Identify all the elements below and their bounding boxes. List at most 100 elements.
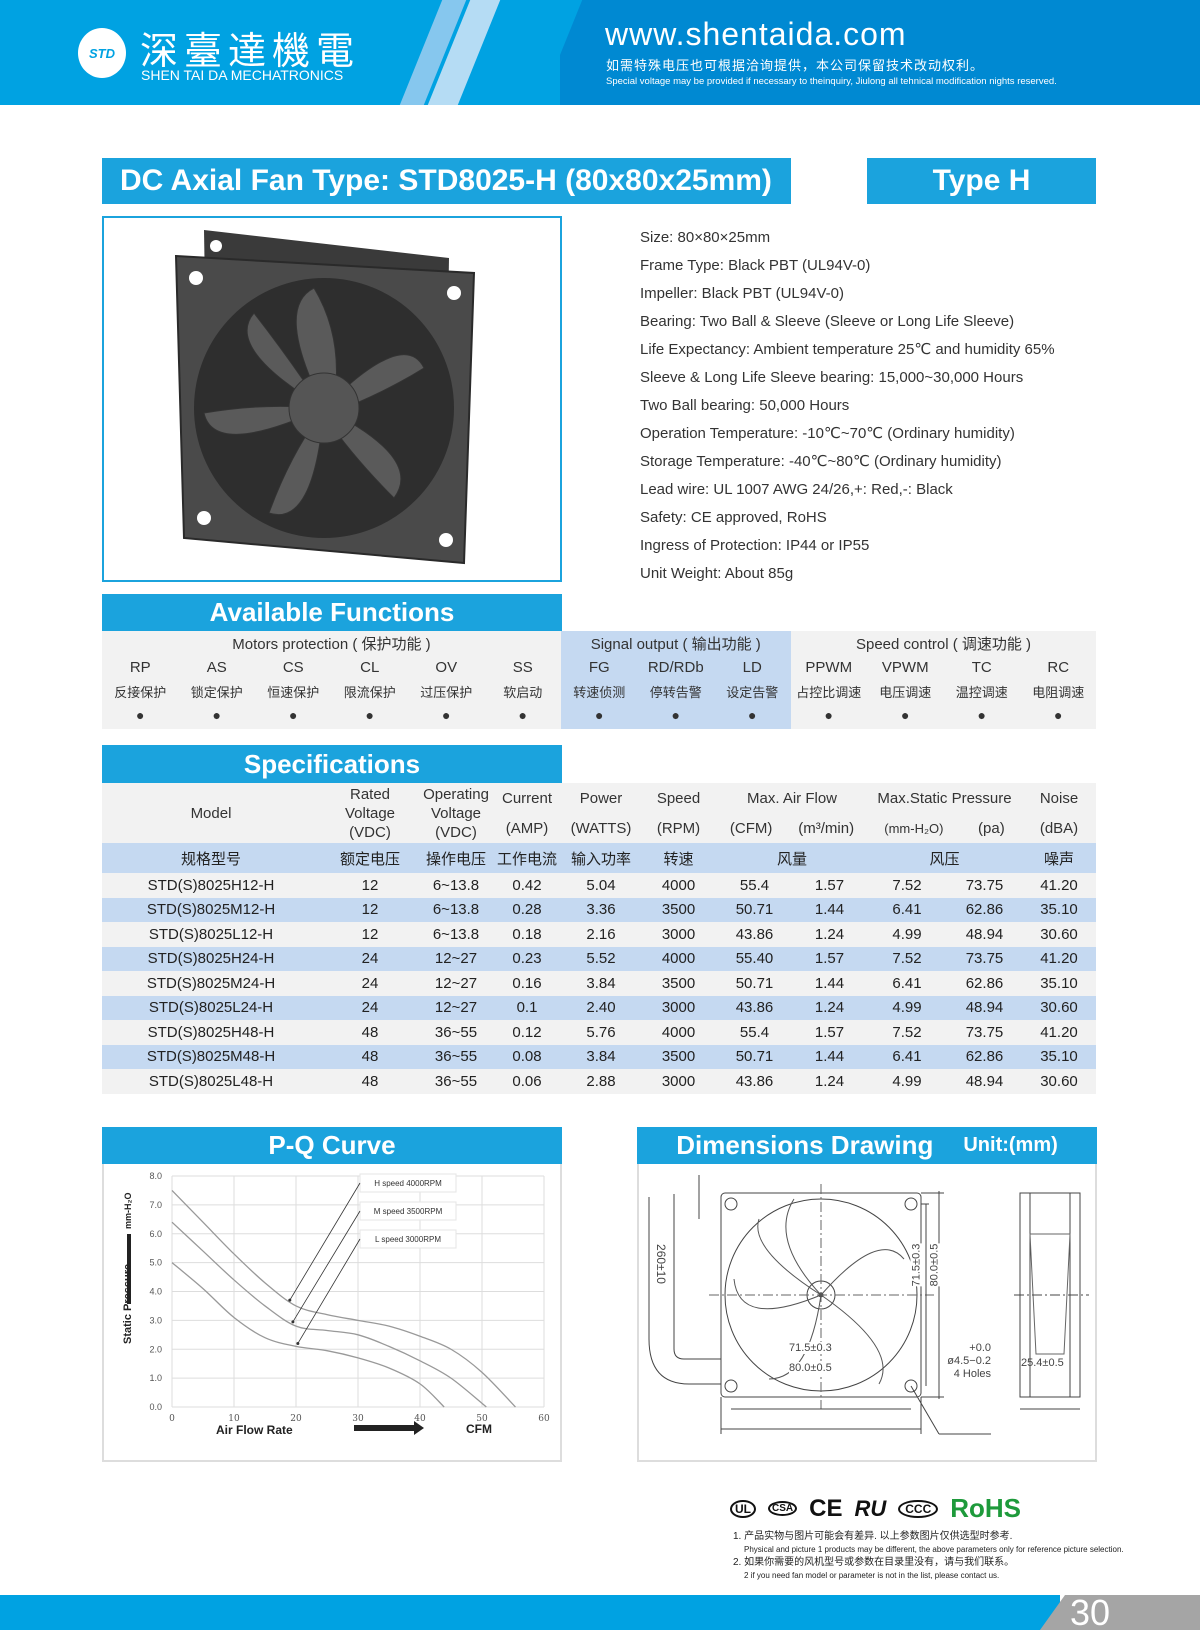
- page-number: 30: [1070, 1592, 1111, 1633]
- feature-item: Size: 80×80×25mm: [640, 229, 771, 246]
- functions-heading: Available Functions: [102, 594, 562, 631]
- function-name-cn: 电阻调速: [1032, 685, 1085, 700]
- function-name-cn: 锁定保护: [190, 685, 243, 700]
- y-tick-label: 5.0: [149, 1258, 162, 1268]
- value-cell: 50.71: [717, 897, 792, 922]
- x-axis-unit: CFM: [466, 1422, 492, 1436]
- x-tick-label: 0: [169, 1414, 175, 1424]
- value-cell: 0.08: [492, 1044, 562, 1069]
- function-item: SS 软启动 ●: [485, 659, 562, 723]
- value-cell: 4.99: [867, 1069, 947, 1094]
- value-cell: 73.75: [947, 873, 1022, 898]
- x-tick-label: 20: [290, 1414, 302, 1424]
- legend-pointer: [297, 1238, 361, 1344]
- table-row: STD(S)8025M12-H 12 6~13.8 0.28 3.36 3500 50.71…: [102, 897, 1096, 922]
- value-cell: 1.24: [792, 922, 867, 947]
- col-cn: 风压: [867, 843, 1022, 873]
- value-cell: 3000: [640, 922, 717, 947]
- col-cn: 噪声: [1022, 843, 1096, 873]
- feature-item: Frame Type: Black PBT (UL94V-0): [640, 257, 871, 274]
- value-cell: 1.57: [792, 873, 867, 898]
- series-line: [171, 1221, 487, 1408]
- dimensions-drawing: [648, 1175, 1089, 1435]
- value-cell: 4000: [640, 946, 717, 971]
- value-cell: 1.57: [792, 946, 867, 971]
- function-code: CL: [360, 659, 380, 676]
- function-code: TC: [971, 659, 992, 676]
- feature-list: Size: 80×80×25mm Frame Type: Black PBT (…: [640, 224, 1055, 588]
- legend-pointer-head: [291, 1320, 295, 1324]
- value-cell: 24: [320, 995, 420, 1020]
- website-url[interactable]: www.shentaida.com: [605, 16, 907, 52]
- y-axis-unit: mm-H₂O: [123, 1192, 133, 1229]
- col-pressure: Max.Static Pressure (mm-H₂O) (pa): [867, 783, 1022, 843]
- supported-mark: ●: [518, 707, 527, 723]
- function-code: RC: [1047, 659, 1070, 676]
- value-cell: 30.60: [1022, 1069, 1096, 1094]
- table-row: STD(S)8025L48-H 48 36~55 0.06 2.88 3000 43.86 1…: [102, 1069, 1096, 1094]
- value-cell: 3000: [640, 1069, 717, 1094]
- company-logo: STD: [78, 28, 126, 78]
- ul-logo: UL: [730, 1499, 756, 1518]
- note-en: Physical and picture 1 products may be d…: [744, 1545, 1124, 1554]
- value-cell: 43.86: [717, 1069, 792, 1094]
- value-cell: 73.75: [947, 1020, 1022, 1045]
- specifications-heading: Specifications: [102, 745, 562, 783]
- value-cell: 7.52: [867, 873, 947, 898]
- value-cell: 3.36: [562, 897, 640, 922]
- feature-item: Sleeve & Long Life Sleeve bearing: 15,00…: [640, 369, 1024, 386]
- value-cell: 55.4: [717, 873, 792, 898]
- function-name-cn: 过压保护: [420, 685, 473, 700]
- value-cell: 36~55: [420, 1044, 492, 1069]
- value-cell: 48.94: [947, 922, 1022, 947]
- csa-logo: CSA: [768, 1501, 798, 1516]
- model-cell: STD(S)8025L48-H: [102, 1069, 320, 1094]
- value-cell: 50.71: [717, 971, 792, 996]
- model-cell: STD(S)8025M48-H: [102, 1044, 320, 1069]
- value-cell: 62.86: [947, 897, 1022, 922]
- model-cell: STD(S)8025M12-H: [102, 897, 320, 922]
- feature-item: Unit Weight: About 85g: [640, 565, 794, 582]
- y-tick-label: 1.0: [149, 1373, 162, 1383]
- value-cell: 2.88: [562, 1069, 640, 1094]
- function-code: RP: [129, 659, 151, 676]
- feature-item: Storage Temperature: -40℃~80℃ (Ordinary …: [640, 453, 1002, 470]
- value-cell: 6~13.8: [420, 897, 492, 922]
- function-code: RD/RDb: [647, 659, 704, 676]
- unit-mmh2o: (mm-H₂O): [884, 820, 944, 836]
- value-cell: 6~13.8: [420, 922, 492, 947]
- value-cell: 48: [320, 1044, 420, 1069]
- pressure-label: Max.Static Pressure: [877, 789, 1012, 807]
- value-cell: 12: [320, 873, 420, 898]
- supported-mark: ●: [748, 707, 757, 723]
- specifications-table: Model Rated Voltage (VDC) Operating Volt…: [102, 783, 1096, 1094]
- value-cell: 41.20: [1022, 946, 1096, 971]
- value-cell: 2.40: [562, 995, 640, 1020]
- hole-tolerance: +0.0: [969, 1342, 991, 1354]
- value-cell: 4000: [640, 1020, 717, 1045]
- certification-logos: UL CSA CE RU CCC RoHS: [730, 1493, 1021, 1524]
- value-cell: 1.44: [792, 971, 867, 996]
- value-cell: 12~27: [420, 995, 492, 1020]
- col-cn: 规格型号: [102, 843, 320, 873]
- function-name-cn: 停转告警: [649, 685, 702, 700]
- function-name-cn: 电压调速: [879, 685, 932, 700]
- supported-mark: ●: [977, 707, 986, 723]
- col-current: Current (AMP): [492, 783, 562, 843]
- pq-curve-panel: 0 10 20 30 40 50 60 0.0 1.0 2.0 3.0 4.0 5.0 6.0 7.0 8.0…: [102, 1127, 562, 1462]
- value-cell: 4.99: [867, 995, 947, 1020]
- supported-mark: ●: [824, 707, 833, 723]
- value-cell: 3500: [640, 897, 717, 922]
- value-cell: 5.04: [562, 873, 640, 898]
- footer-page-tab: [1040, 1595, 1200, 1630]
- value-cell: 0.42: [492, 873, 562, 898]
- function-code: LD: [742, 659, 762, 676]
- legend-box: [359, 1173, 457, 1193]
- value-cell: 35.10: [1022, 1044, 1096, 1069]
- value-cell: 43.86: [717, 995, 792, 1020]
- lead-length-dim: 260±10: [653, 1244, 668, 1284]
- model-cell: STD(S)8025M24-H: [102, 971, 320, 996]
- value-cell: 36~55: [420, 1020, 492, 1045]
- function-group: Speed control ( 调速功能 ) PPWM 占控比调速 ● VPWM 电压调速…: [791, 631, 1097, 729]
- value-cell: 6.41: [867, 897, 947, 922]
